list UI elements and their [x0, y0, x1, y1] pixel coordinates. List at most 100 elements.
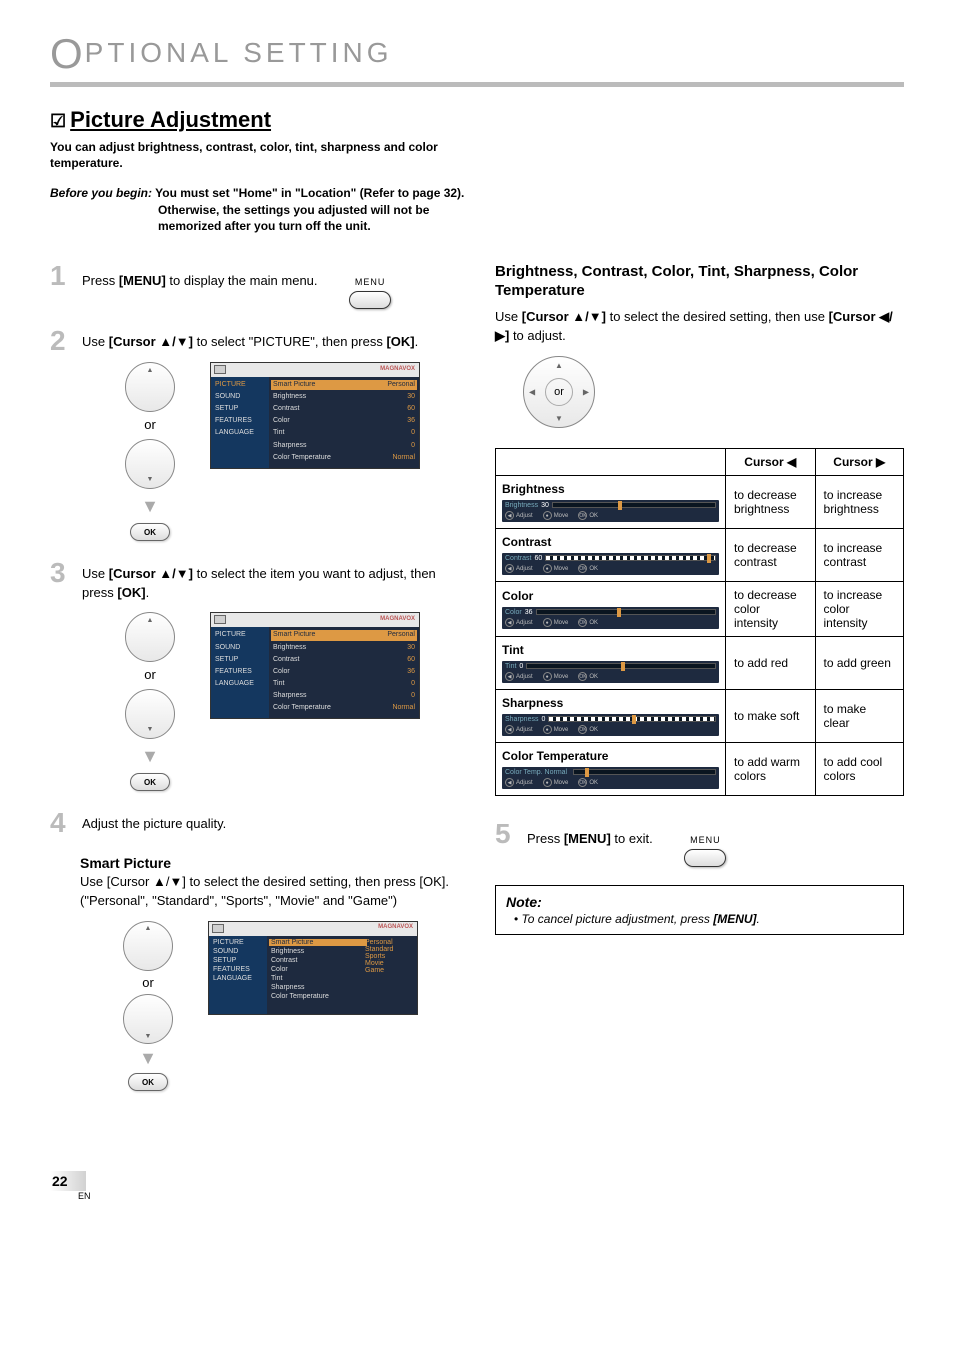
- page-title-initial: O: [50, 30, 85, 77]
- effect-left: to decrease contrast: [726, 528, 816, 581]
- page-header: OPTIONAL SETTING: [50, 30, 904, 87]
- dpad-icon: ▼: [125, 439, 175, 489]
- right-text: Use [Cursor ▲/▼] to select the desired s…: [495, 307, 904, 346]
- ok-button-icon: OK: [128, 1073, 168, 1091]
- table-header-right: Cursor ▶: [815, 448, 903, 475]
- setting-cell: Contrast Contrast60◀Adjust●MoveOKOK: [496, 528, 726, 581]
- down-arrow-icon: ▼: [110, 743, 190, 769]
- down-arrow-icon: ▼: [110, 493, 190, 519]
- dpad-icon: ▼: [123, 994, 173, 1044]
- page-number: 22: [50, 1171, 86, 1191]
- setting-name: Tint: [502, 643, 719, 657]
- before-label: Before you begin:: [50, 186, 152, 200]
- step-body: Press [MENU] to exit. MENU: [527, 820, 904, 867]
- step-1: 1 Press [MENU] to display the main menu.…: [50, 262, 459, 309]
- note-heading: Note:: [506, 894, 893, 910]
- remote-graphic: ▲ or ▼ ▼ OK: [108, 921, 188, 1091]
- table-header-left: Cursor ◀: [726, 448, 816, 475]
- osd-screen-3: MAGNAVOX PICTURE SOUND SETUP FEATURES LA…: [208, 921, 418, 1015]
- effect-left: to decreasecolor intensity: [726, 581, 816, 636]
- section-title: ☑Picture Adjustment: [50, 107, 904, 133]
- smart-picture-text: Use [Cursor ▲/▼] to select the desired s…: [80, 873, 459, 911]
- menu-button-graphic: MENU: [684, 834, 726, 867]
- table-row: BrightnessBrightness30◀Adjust●MoveOKOKto…: [496, 475, 904, 528]
- osd-menu-list: PICTURE SOUND SETUP FEATURES LANGUAGE: [211, 377, 269, 468]
- step-num: 5: [495, 820, 517, 867]
- osd-menu-list: PICTURE SOUND SETUP FEATURES LANGUAGE: [209, 936, 267, 1014]
- remote-graphic: ▲ or ▼ ▼ OK: [110, 612, 190, 791]
- step-5: 5 Press [MENU] to exit. MENU: [495, 820, 904, 867]
- down-arrow-icon: ▼: [108, 1048, 188, 1069]
- dpad-icon: ▲: [123, 921, 173, 971]
- effect-right: to make clear: [815, 689, 903, 742]
- smart-picture-heading: Smart Picture: [80, 855, 459, 871]
- note-box: Note: To cancel picture adjustment, pres…: [495, 885, 904, 935]
- step-num: 4: [50, 809, 72, 837]
- step-body: Use [Cursor ▲/▼] to select the item you …: [82, 559, 459, 792]
- osd-menu-list: PICTURE SOUND SETUP FEATURES LANGUAGE: [211, 627, 269, 718]
- osd-items: Smart Picture Brightness Contrast Color …: [267, 936, 417, 1014]
- dpad-icon: ▲: [125, 362, 175, 412]
- step-2: 2 Use [Cursor ▲/▼] to select "PICTURE", …: [50, 327, 459, 541]
- table-row: Color Color36◀Adjust●MoveOKOK to decreasec…: [496, 581, 904, 636]
- step-body: Adjust the picture quality.: [82, 809, 459, 837]
- osd-items: Smart PicturePersonal Brightness30 Contr…: [269, 627, 419, 718]
- setting-name: Color: [502, 589, 719, 603]
- settings-table: Cursor ◀ Cursor ▶ BrightnessBrightness30…: [495, 448, 904, 796]
- step-body: Press [MENU] to display the main menu. M…: [82, 262, 459, 309]
- monitor-icon: [214, 365, 226, 374]
- monitor-icon: [212, 924, 224, 933]
- before-you-begin: Before you begin: You must set "Home" in…: [50, 185, 470, 234]
- setting-cell: BrightnessBrightness30◀Adjust●MoveOKOK: [496, 475, 726, 528]
- intro-text: You can adjust brightness, contrast, col…: [50, 139, 470, 171]
- setting-name: Color Temperature: [502, 749, 719, 763]
- step-body: Use [Cursor ▲/▼] to select "PICTURE", th…: [82, 327, 459, 541]
- table-row: Tint Tint0◀Adjust●MoveOKOK to add redto ad…: [496, 636, 904, 689]
- section-title-text: Picture Adjustment: [70, 107, 271, 132]
- setting-name: Contrast: [502, 535, 719, 549]
- menu-button-graphic: MENU: [349, 276, 391, 309]
- effect-right: to increasecolor intensity: [815, 581, 903, 636]
- dpad-icon: ▼: [125, 689, 175, 739]
- table-header-blank: [496, 448, 726, 475]
- note-item: To cancel picture adjustment, press [MEN…: [514, 912, 893, 926]
- effect-left: to decrease brightness: [726, 475, 816, 528]
- menu-pill-icon: [349, 291, 391, 309]
- page-title-text: PTIONAL SETTING: [85, 37, 393, 68]
- slider-osd: Color Temp. Normal◀Adjust●MoveOKOK: [502, 767, 719, 789]
- dpad-icon: ▲: [125, 612, 175, 662]
- effect-left: to make soft: [726, 689, 816, 742]
- setting-cell: Tint Tint0◀Adjust●MoveOKOK: [496, 636, 726, 689]
- dpad-large-icon: ▲▼◀▶ or: [523, 356, 595, 428]
- effect-right: to add green: [815, 636, 903, 689]
- effect-left: to add red: [726, 636, 816, 689]
- before-text: You must set "Home" in "Location" (Refer…: [152, 186, 464, 200]
- before-cont1: Otherwise, the settings you adjusted wil…: [50, 202, 470, 218]
- step-3: 3 Use [Cursor ▲/▼] to select the item yo…: [50, 559, 459, 792]
- slider-osd: Brightness30◀Adjust●MoveOKOK: [502, 500, 719, 522]
- right-column: Brightness, Contrast, Color, Tint, Sharp…: [495, 262, 904, 1091]
- effect-left: to add warm colors: [726, 742, 816, 795]
- table-row: Contrast Contrast60◀Adjust●MoveOKOK to dec…: [496, 528, 904, 581]
- ok-button-icon: OK: [130, 773, 170, 791]
- check-icon: ☑: [50, 111, 66, 132]
- osd-screen-2: MAGNAVOX PICTURE SOUND SETUP FEATURES LA…: [210, 612, 420, 719]
- setting-cell: Color Color36◀Adjust●MoveOKOK: [496, 581, 726, 636]
- slider-osd: Tint0◀Adjust●MoveOKOK: [502, 661, 719, 683]
- slider-osd: Color36◀Adjust●MoveOKOK: [502, 607, 719, 629]
- left-column: 1 Press [MENU] to display the main menu.…: [50, 262, 459, 1091]
- setting-name: Sharpness: [502, 696, 719, 710]
- setting-cell: SharpnessSharpness0◀Adjust●MoveOKOK: [496, 689, 726, 742]
- page-lang: EN: [50, 1191, 904, 1201]
- remote-graphic: ▲ or ▼ ▼ OK: [110, 362, 190, 541]
- step-num: 3: [50, 559, 72, 792]
- page-footer: 22 EN: [50, 1171, 904, 1201]
- step-4: 4 Adjust the picture quality.: [50, 809, 459, 837]
- step-num: 2: [50, 327, 72, 541]
- ok-button-icon: OK: [130, 523, 170, 541]
- osd-items: Smart PicturePersonal Brightness30 Contr…: [269, 377, 419, 468]
- osd-screen-1: MAGNAVOX PICTURE SOUND SETUP FEATURES LA…: [210, 362, 420, 469]
- slider-osd: Contrast60◀Adjust●MoveOKOK: [502, 553, 719, 575]
- menu-pill-icon: [684, 849, 726, 867]
- right-heading: Brightness, Contrast, Color, Tint, Sharp…: [495, 262, 904, 301]
